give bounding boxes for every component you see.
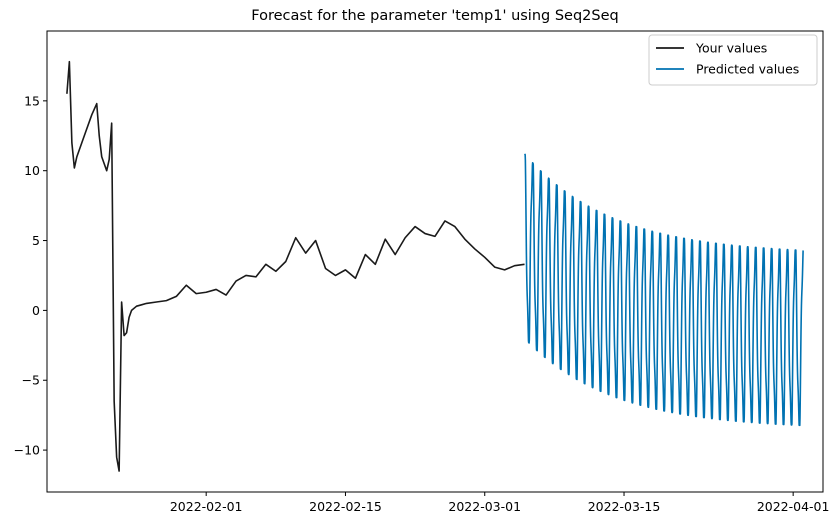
x-tick-label: 2022-02-15 — [309, 499, 382, 514]
chart-title: Forecast for the parameter 'temp1' using… — [251, 8, 619, 24]
x-tick-label: 2022-02-01 — [170, 499, 243, 514]
y-tick-label: 15 — [24, 93, 40, 108]
x-tick-label: 2022-04-01 — [757, 499, 830, 514]
y-tick-label: 5 — [32, 233, 40, 248]
y-tick-label: 10 — [24, 163, 40, 178]
y-tick-label: 0 — [32, 303, 40, 318]
legend-label: Your values — [695, 41, 767, 56]
series-layer — [66, 60, 804, 472]
y-tick-label: −5 — [22, 373, 40, 388]
legend: Your values Predicted values — [648, 34, 818, 86]
x-tick-label: 2022-03-01 — [448, 499, 521, 514]
y-tick-label: −10 — [14, 443, 40, 458]
series-line — [66, 60, 525, 472]
y-axis: −10 −5 0 5 10 15 — [14, 93, 47, 458]
plot-frame — [46, 30, 824, 493]
legend-box — [648, 34, 818, 86]
x-tick-label: 2022-03-15 — [588, 499, 661, 514]
x-axis: 2022-02-01 2022-02-15 2022-03-01 2022-03-15… — [170, 492, 830, 514]
series-line — [523, 153, 804, 427]
legend-label: Predicted values — [696, 62, 799, 77]
